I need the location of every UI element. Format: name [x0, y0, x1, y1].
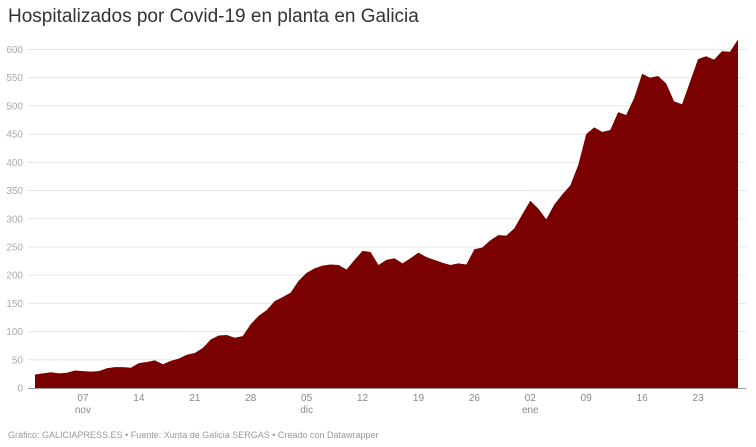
x-tick-label: 19	[413, 393, 425, 404]
x-tick-label: 21	[189, 393, 201, 404]
x-tick-month-label: ene	[522, 405, 539, 416]
y-tick-label: 50	[12, 355, 24, 366]
x-tick-month-label: nov	[75, 405, 91, 416]
chart-footer-credits: Gráfico: GALICIAPRESS.ES • Fuente: Xunta…	[8, 430, 379, 440]
chart-title: Hospitalizados por Covid-19 en planta en…	[8, 6, 419, 27]
y-tick-label: 400	[6, 158, 23, 169]
y-tick-label: 100	[6, 327, 23, 338]
y-tick-label: 500	[6, 101, 23, 112]
y-tick-label: 450	[6, 130, 23, 141]
y-tick-label: 0	[17, 384, 23, 395]
y-tick-label: 350	[6, 186, 23, 197]
y-axis-ticks: 0 50 100 150 200 250 300 350 400 450 500 550 600	[6, 45, 23, 395]
hospitalized-area	[35, 39, 738, 388]
x-tick-label: 07	[77, 393, 89, 404]
y-tick-label: 150	[6, 299, 23, 310]
y-tick-label: 300	[6, 214, 23, 225]
x-tick-label: 02	[525, 393, 537, 404]
x-tick-label: 09	[581, 393, 593, 404]
x-tick-month-label: dic	[300, 405, 313, 416]
x-tick-label: 23	[692, 393, 704, 404]
y-tick-label: 250	[6, 242, 23, 253]
x-tick-label: 05	[301, 393, 313, 404]
x-tick-label: 26	[469, 393, 481, 404]
x-tick-label: 28	[245, 393, 257, 404]
x-tick-label: 16	[637, 393, 649, 404]
y-tick-label: 600	[6, 45, 23, 56]
y-tick-label: 550	[6, 73, 23, 84]
y-tick-label: 200	[6, 271, 23, 282]
x-tick-label: 14	[133, 393, 145, 404]
x-tick-label: 12	[357, 393, 369, 404]
